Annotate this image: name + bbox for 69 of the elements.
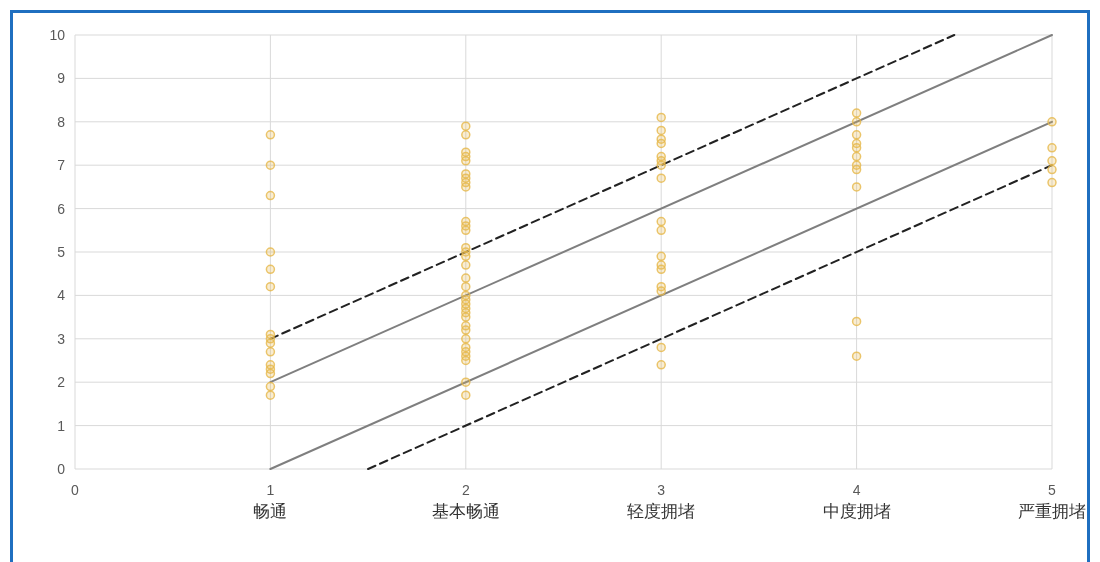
point xyxy=(265,190,276,201)
point xyxy=(851,117,862,127)
point xyxy=(851,130,862,140)
point xyxy=(851,143,862,153)
point xyxy=(656,360,666,370)
point xyxy=(461,225,471,236)
point xyxy=(656,225,666,236)
point xyxy=(265,338,276,348)
y-tick-label: 0 xyxy=(57,461,66,477)
point xyxy=(656,112,666,123)
y-tick-label: 7 xyxy=(57,157,66,174)
point xyxy=(656,160,666,170)
point xyxy=(656,216,666,227)
y-tick-label: 5 xyxy=(57,244,66,260)
y-tick-label: 1 xyxy=(57,417,66,434)
x-tick-label: 2 基本畅通 xyxy=(431,482,500,521)
point xyxy=(851,164,862,175)
y-tick-label: 3 xyxy=(57,330,66,347)
y-tick-label: 2 xyxy=(57,374,66,391)
point xyxy=(461,182,471,192)
point xyxy=(265,381,276,392)
point xyxy=(461,390,471,400)
point xyxy=(851,351,862,361)
point xyxy=(461,281,471,292)
point xyxy=(1047,156,1057,166)
point xyxy=(656,173,666,183)
point xyxy=(461,251,471,262)
point xyxy=(461,156,471,166)
point xyxy=(265,390,276,400)
x-tick-label: 5 严重拥堵 xyxy=(1018,482,1086,521)
x-tick-label: 1 畅通 xyxy=(253,482,288,521)
point xyxy=(656,251,666,262)
point xyxy=(265,368,276,379)
point xyxy=(265,347,276,357)
point xyxy=(656,286,666,296)
point xyxy=(265,281,276,292)
point xyxy=(265,247,276,257)
point xyxy=(265,130,276,140)
point xyxy=(461,130,471,140)
x-tick-label: 3 轻度拥堵 xyxy=(627,482,696,521)
point xyxy=(656,125,666,136)
point xyxy=(1047,117,1057,127)
point xyxy=(461,312,471,322)
point xyxy=(851,108,862,118)
y-tick-label: 9 xyxy=(57,70,66,87)
point xyxy=(461,325,471,335)
point xyxy=(265,264,276,275)
y-tick-label: 10 xyxy=(49,27,66,43)
y-tick-label: 8 xyxy=(57,113,66,130)
point xyxy=(461,121,471,131)
point xyxy=(656,342,666,353)
y-tick-label: 4 xyxy=(57,287,66,304)
point xyxy=(461,273,471,283)
point xyxy=(461,334,471,344)
point xyxy=(461,260,471,270)
point xyxy=(265,160,276,170)
x-tick-label: 0 xyxy=(71,482,80,498)
point xyxy=(851,151,862,162)
point xyxy=(656,264,666,275)
point xyxy=(1047,143,1057,153)
point xyxy=(1047,164,1057,175)
y-tick-label: 6 xyxy=(57,200,66,217)
x-tick-label: 4 中度拥堵 xyxy=(822,482,891,521)
point xyxy=(1047,177,1057,188)
point xyxy=(851,316,862,327)
point xyxy=(461,355,471,366)
point xyxy=(461,377,471,387)
point xyxy=(656,138,666,149)
point xyxy=(851,182,862,192)
